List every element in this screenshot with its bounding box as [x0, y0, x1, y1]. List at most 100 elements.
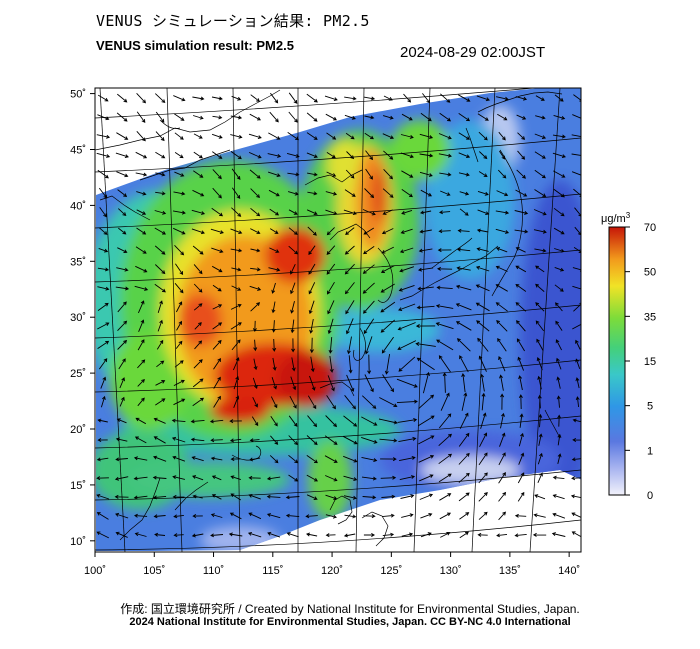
wind-arrow	[271, 377, 278, 390]
wind-arrow	[438, 229, 451, 234]
wind-arrow	[381, 246, 395, 254]
wind-arrow	[537, 472, 543, 483]
wind-arrow	[345, 300, 355, 315]
wind-arrow	[555, 302, 563, 312]
wind-arrow	[459, 208, 469, 216]
wind-arrow	[211, 265, 223, 273]
wind-arrow	[403, 93, 412, 103]
wind-arrow	[420, 189, 432, 197]
wind-arrow	[516, 169, 526, 179]
wind-arrow	[248, 493, 261, 500]
wind-arrow	[536, 338, 544, 351]
wind-arrow	[458, 132, 470, 140]
wind-arrow	[475, 265, 490, 272]
wind-arrow	[517, 472, 525, 484]
wind-arrow	[342, 435, 358, 445]
wind-arrow	[268, 132, 281, 140]
wind-arrow	[99, 207, 107, 218]
wind-arrow	[232, 357, 240, 371]
wind-arrow	[176, 301, 183, 313]
wind-arrow	[384, 354, 391, 375]
wind-arrow	[270, 396, 278, 409]
wind-arrow	[515, 247, 526, 253]
wind-arrow	[136, 92, 147, 104]
wind-arrow	[417, 415, 435, 427]
wind-arrow	[363, 227, 375, 235]
chart-title-jp: VENUS シミュレーション結果: PM2.5	[96, 12, 370, 30]
wind-arrow	[475, 284, 490, 292]
wind-arrow	[440, 532, 451, 538]
wind-arrow	[117, 301, 127, 313]
wind-arrow	[173, 398, 186, 406]
wind-arrow	[212, 115, 223, 120]
wind-arrow	[553, 207, 565, 217]
wind-arrow	[344, 96, 357, 101]
wind-arrow	[367, 354, 372, 375]
wind-arrow	[481, 392, 486, 411]
wind-arrow	[325, 475, 338, 482]
wind-arrow	[267, 531, 281, 538]
wind-arrow	[380, 265, 395, 273]
wind-arrow	[498, 472, 506, 484]
wind-arrow	[253, 339, 258, 352]
wind-arrow	[326, 395, 336, 410]
wind-arrow	[382, 513, 395, 518]
wind-arrow	[248, 512, 262, 520]
wind-arrow	[461, 373, 466, 393]
wind-arrow	[152, 475, 167, 480]
wind-arrow	[175, 263, 184, 276]
wind-vectors	[96, 92, 581, 539]
wind-arrow	[514, 229, 529, 234]
wind-arrow	[572, 285, 581, 291]
wind-arrow	[498, 355, 506, 372]
wind-arrow	[480, 373, 485, 392]
y-tick-label: 45˚	[70, 144, 86, 156]
wind-arrow	[288, 227, 298, 235]
wind-arrow	[552, 512, 566, 519]
wind-arrow	[478, 355, 487, 372]
wind-arrow	[419, 493, 434, 500]
wind-arrow	[327, 375, 335, 392]
wind-arrow	[96, 152, 111, 158]
wind-arrow	[136, 191, 147, 196]
wind-arrow	[458, 432, 470, 447]
wind-arrow	[136, 131, 146, 142]
wind-arrow	[343, 209, 357, 216]
wind-arrow	[190, 419, 205, 424]
wind-arrow	[553, 227, 565, 235]
wind-arrow	[537, 394, 542, 409]
y-tick-label: 30˚	[70, 312, 86, 324]
wind-arrow	[135, 151, 148, 159]
wind-arrow	[436, 266, 453, 271]
wind-arrow	[116, 267, 129, 272]
wind-arrow	[326, 263, 336, 275]
colorbar-unit: μg/m3	[601, 211, 631, 225]
wind-arrow	[136, 227, 147, 235]
wind-arrow	[97, 438, 108, 442]
wind-arrow	[117, 93, 128, 103]
wind-arrow	[173, 113, 185, 121]
wind-arrow	[397, 322, 416, 331]
wind-arrow	[573, 302, 581, 312]
wind-arrow	[535, 265, 545, 273]
wind-arrow	[422, 93, 431, 104]
wind-arrow	[516, 320, 526, 332]
wind-arrow	[572, 267, 581, 272]
wind-arrow	[361, 395, 377, 409]
wind-arrow	[518, 452, 525, 465]
wind-arrow	[306, 209, 318, 215]
wind-arrow	[383, 150, 394, 160]
wind-arrow	[247, 531, 262, 538]
wind-arrow	[438, 473, 452, 483]
wind-arrow	[153, 417, 166, 424]
wind-arrow	[346, 151, 355, 160]
wind-arrow	[269, 228, 279, 234]
wind-arrow	[343, 475, 358, 482]
wind-arrow	[325, 209, 338, 215]
wind-arrow	[557, 433, 562, 446]
wind-arrow	[343, 533, 356, 538]
wind-arrow	[556, 376, 561, 389]
wind-arrow	[266, 476, 281, 481]
wind-arrow	[229, 419, 242, 424]
wind-arrow	[554, 248, 565, 253]
